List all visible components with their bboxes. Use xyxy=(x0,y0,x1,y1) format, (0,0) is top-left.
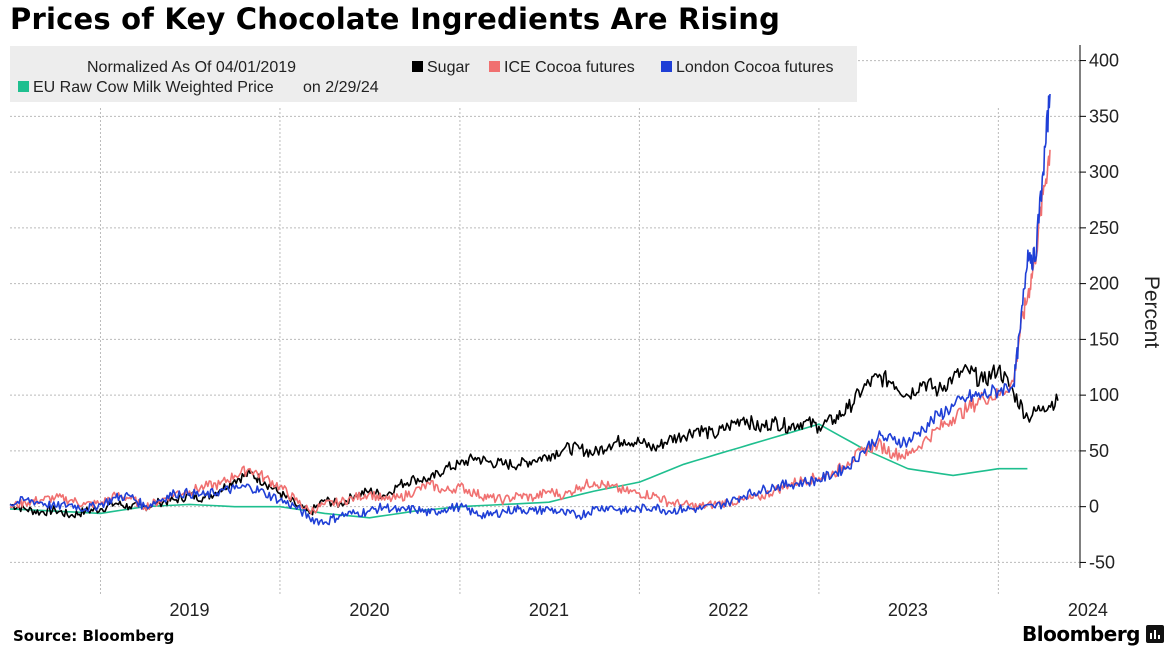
y-tick-label: 400 xyxy=(1089,51,1119,71)
series-line-london-cocoa-futures xyxy=(9,93,1051,526)
legend-swatch xyxy=(661,61,672,72)
chart-title: Prices of Key Chocolate Ingredients Are … xyxy=(10,2,781,36)
y-axis-label: Percent xyxy=(1140,276,1163,349)
legend-swatch xyxy=(489,61,500,72)
x-tick-label: 2024 xyxy=(1068,600,1108,620)
x-tick-label: 2020 xyxy=(349,600,389,620)
y-tick-label: 350 xyxy=(1089,106,1119,126)
x-tick-label: 2023 xyxy=(888,600,928,620)
x-tick-label: 2021 xyxy=(529,600,569,620)
x-tick-label: 2019 xyxy=(169,600,209,620)
legend-entry: ICE Cocoa futures xyxy=(504,59,635,76)
y-tick-label: 100 xyxy=(1089,385,1119,405)
y-tick-label: 50 xyxy=(1089,441,1109,461)
y-axis: Percent -50 0 50 100 150 200 250 300 350 400 xyxy=(1079,45,1163,572)
brand-logo: Bloomberg xyxy=(1022,622,1140,646)
x-tick-label: 2022 xyxy=(708,600,748,620)
y-tick-label: 250 xyxy=(1089,218,1119,238)
series-line-sugar xyxy=(9,364,1059,519)
y-tick-label: 300 xyxy=(1089,162,1119,182)
y-tick-label: 0 xyxy=(1089,497,1099,517)
y-tick-label: 200 xyxy=(1089,274,1119,294)
y-tick-label: -50 xyxy=(1089,552,1115,572)
source-note: Source: Bloomberg xyxy=(13,627,175,645)
legend-entry: London Cocoa futures xyxy=(676,59,833,76)
legend-milk-note: on 2/29/24 xyxy=(303,79,379,96)
legend-swatch xyxy=(18,81,29,92)
bloomberg-terminal-icon xyxy=(1146,625,1164,643)
legend-entry: Sugar xyxy=(427,59,470,76)
y-tick-label: 150 xyxy=(1089,329,1119,349)
legend: Normalized As Of 04/01/2019 on 2/29/24 S… xyxy=(10,46,857,102)
legend-background xyxy=(10,46,857,102)
grid xyxy=(10,60,1080,594)
series-lines xyxy=(9,93,1059,526)
legend-entry: EU Raw Cow Milk Weighted Price xyxy=(33,79,274,96)
x-axis: 2019 2020 2021 2022 2023 2024 xyxy=(169,600,1107,620)
series-line-ice-cocoa-futures xyxy=(9,149,1051,515)
legend-swatch xyxy=(412,61,423,72)
legend-header: Normalized As Of 04/01/2019 xyxy=(87,59,296,76)
